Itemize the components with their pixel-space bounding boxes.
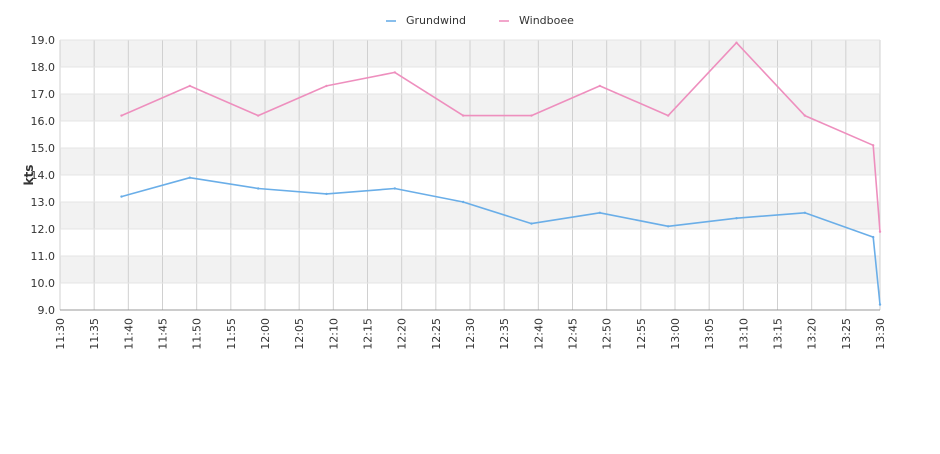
x-tick-label: 11:35 [88, 318, 101, 350]
y-tick-label: 10.0 [31, 277, 56, 290]
x-tick-label: 13:10 [737, 318, 750, 350]
x-tick-label: 13:15 [772, 318, 785, 350]
x-tick-label: 11:50 [191, 318, 204, 350]
data-point [666, 114, 670, 117]
data-point [461, 200, 465, 204]
data-point [803, 211, 807, 214]
data-point [120, 195, 123, 198]
y-tick-label: 14.0 [31, 169, 56, 182]
series-line-grundwind [121, 176, 881, 305]
data-point [735, 41, 738, 44]
x-tick-label: 12:55 [635, 318, 648, 350]
x-tick-label: 12:15 [362, 318, 375, 350]
x-tick-label: 13:05 [703, 318, 716, 350]
y-tick-label: 16.0 [31, 115, 56, 128]
x-tick-label: 12:00 [259, 318, 272, 350]
data-point [871, 144, 875, 147]
data-point [393, 71, 397, 74]
data-point [256, 114, 260, 117]
y-tick-label: 9.0 [38, 304, 56, 317]
x-tick-label: 11:55 [225, 318, 238, 350]
legend-label: Grundwind [406, 14, 466, 27]
x-tick-label: 12:10 [327, 318, 340, 350]
data-point [188, 84, 192, 88]
x-tick-label: 13:30 [874, 318, 887, 350]
x-tick-label: 13:20 [806, 318, 819, 350]
data-point [256, 187, 260, 190]
data-point [188, 176, 192, 179]
y-tick-label: 17.0 [31, 88, 56, 101]
data-point [735, 217, 738, 220]
x-tick-label: 11:40 [122, 318, 135, 350]
x-tick-label: 12:45 [567, 318, 580, 350]
x-tick-label: 12:40 [532, 318, 545, 350]
x-tick-label: 11:45 [157, 318, 170, 350]
y-tick-label: 11.0 [31, 250, 56, 263]
data-point [666, 225, 670, 228]
data-point [871, 235, 875, 239]
data-point [530, 222, 533, 225]
x-tick-label: 12:20 [396, 318, 409, 350]
data-point [598, 211, 602, 214]
data-point [803, 114, 807, 117]
x-tick-label: 12:25 [430, 318, 443, 350]
x-tick-label: 13:25 [840, 318, 853, 350]
y-tick-label: 15.0 [31, 142, 56, 155]
x-tick-label: 11:30 [54, 318, 67, 350]
y-axis-label: kts [22, 165, 36, 186]
data-point [598, 84, 602, 88]
data-point [530, 114, 533, 117]
y-tick-label: 13.0 [31, 196, 56, 209]
x-tick-label: 12:30 [464, 318, 477, 350]
data-point [325, 84, 328, 88]
x-tick-label: 12:35 [498, 318, 511, 350]
x-tick-label: 12:05 [293, 318, 306, 350]
legend-label: Windboee [519, 14, 574, 27]
data-point [325, 192, 328, 196]
y-tick-label: 19.0 [31, 34, 56, 47]
data-point [878, 230, 882, 233]
y-tick-label: 12.0 [31, 223, 56, 236]
data-point [878, 303, 882, 306]
x-tick-label: 13:00 [669, 318, 682, 350]
data-point [461, 114, 465, 117]
data-point [393, 187, 397, 190]
y-tick-label: 18.0 [31, 61, 56, 74]
data-point [120, 114, 123, 117]
x-tick-label: 12:50 [601, 318, 614, 350]
